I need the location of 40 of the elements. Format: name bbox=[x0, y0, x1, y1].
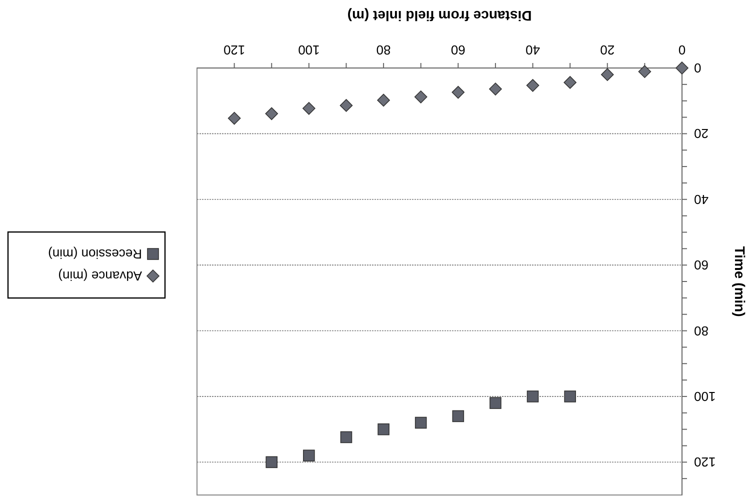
y-tick-label: 20 bbox=[694, 126, 708, 142]
point bbox=[526, 390, 539, 402]
legend-label: Advance (min) bbox=[58, 268, 142, 284]
x-tick-label: 60 bbox=[450, 42, 466, 58]
point bbox=[600, 68, 614, 81]
x-tick-label: 20 bbox=[600, 42, 615, 58]
y-tick-label: 100 bbox=[694, 388, 716, 404]
x-tick-label: 100 bbox=[298, 42, 320, 58]
y-axis-title: Time (min) bbox=[732, 246, 748, 317]
point bbox=[526, 79, 540, 92]
point bbox=[377, 94, 390, 107]
point bbox=[414, 416, 427, 429]
y-tick-label: 0 bbox=[694, 60, 702, 76]
point bbox=[638, 65, 652, 78]
point bbox=[266, 456, 278, 468]
x-tick-label: 80 bbox=[376, 42, 391, 58]
point bbox=[265, 107, 278, 120]
point bbox=[490, 397, 502, 409]
point bbox=[302, 102, 316, 115]
point bbox=[564, 390, 576, 402]
y-tick-label: 60 bbox=[694, 258, 708, 273]
x-axis-title: Distance from field inlet (m) bbox=[347, 8, 532, 24]
point bbox=[303, 450, 315, 462]
x-tick-label: 40 bbox=[526, 42, 540, 58]
x-tick-label: 0 bbox=[678, 42, 686, 58]
point bbox=[452, 86, 465, 99]
y-tick-label: 40 bbox=[694, 192, 708, 207]
point bbox=[489, 82, 502, 96]
point bbox=[564, 76, 576, 89]
legend-label: Recession (min) bbox=[48, 246, 142, 262]
point bbox=[414, 90, 428, 104]
y-tick-label: 80 bbox=[694, 323, 708, 338]
point bbox=[378, 423, 390, 436]
point bbox=[452, 410, 464, 422]
point bbox=[340, 99, 353, 112]
x-tick-label: 120 bbox=[223, 42, 246, 58]
point bbox=[228, 112, 241, 125]
point bbox=[340, 431, 352, 444]
y-tick-label: 120 bbox=[694, 454, 716, 470]
point bbox=[676, 62, 688, 74]
